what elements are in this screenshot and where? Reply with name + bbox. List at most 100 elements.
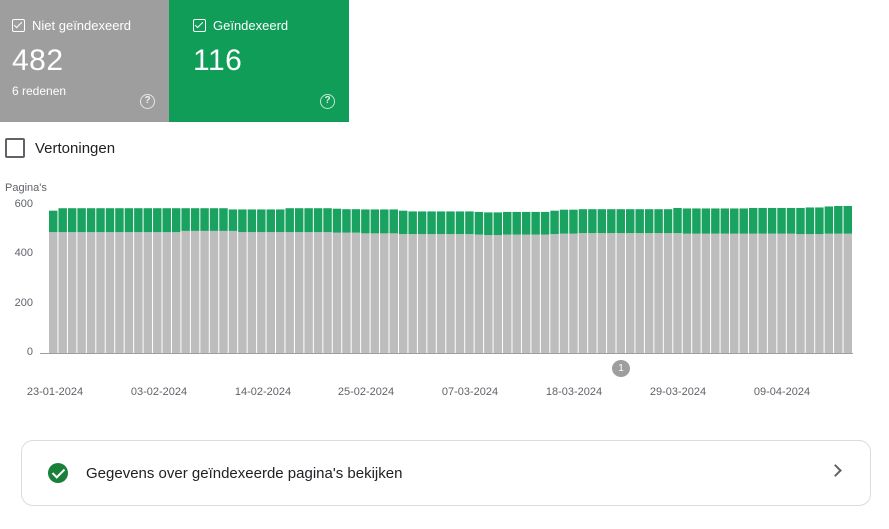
bar-not-indexed[interactable] bbox=[739, 233, 748, 353]
checkbox-unchecked-icon[interactable] bbox=[5, 138, 25, 158]
bar-indexed[interactable] bbox=[588, 209, 597, 234]
bar-indexed[interactable] bbox=[720, 208, 730, 234]
bar-not-indexed[interactable] bbox=[115, 232, 124, 353]
bar-not-indexed[interactable] bbox=[77, 232, 86, 353]
bar-indexed[interactable] bbox=[58, 208, 67, 233]
checkbox-checked-icon[interactable] bbox=[12, 18, 25, 32]
bar-indexed[interactable] bbox=[436, 211, 446, 235]
bar-not-indexed[interactable] bbox=[730, 233, 739, 353]
bar-not-indexed[interactable] bbox=[200, 230, 209, 353]
bar-not-indexed[interactable] bbox=[654, 233, 663, 353]
bar-not-indexed[interactable] bbox=[531, 234, 540, 353]
bar-indexed[interactable] bbox=[294, 208, 304, 233]
bar-not-indexed[interactable] bbox=[663, 233, 673, 353]
bar-not-indexed[interactable] bbox=[266, 232, 276, 353]
bar-indexed[interactable] bbox=[758, 207, 767, 234]
bar-not-indexed[interactable] bbox=[361, 233, 370, 353]
bar-not-indexed[interactable] bbox=[181, 230, 190, 353]
bar-not-indexed[interactable] bbox=[228, 230, 238, 353]
bar-not-indexed[interactable] bbox=[815, 234, 824, 353]
bar-indexed[interactable] bbox=[834, 205, 843, 234]
bar-not-indexed[interactable] bbox=[559, 233, 569, 353]
bar-not-indexed[interactable] bbox=[209, 230, 219, 353]
bar-not-indexed[interactable] bbox=[342, 232, 351, 353]
bar-indexed[interactable] bbox=[134, 208, 143, 233]
bar-not-indexed[interactable] bbox=[540, 234, 550, 353]
bar-not-indexed[interactable] bbox=[238, 232, 247, 353]
bar-not-indexed[interactable] bbox=[332, 232, 342, 353]
bar-indexed[interactable] bbox=[86, 208, 96, 233]
bar-not-indexed[interactable] bbox=[323, 232, 332, 353]
bar-indexed[interactable] bbox=[843, 205, 852, 234]
bar-not-indexed[interactable] bbox=[351, 232, 361, 353]
bar-not-indexed[interactable] bbox=[153, 232, 162, 353]
bar-indexed[interactable] bbox=[209, 208, 219, 231]
bar-indexed[interactable] bbox=[200, 208, 209, 231]
bar-not-indexed[interactable] bbox=[67, 232, 77, 353]
bar-indexed[interactable] bbox=[503, 211, 512, 235]
bar-indexed[interactable] bbox=[550, 210, 559, 235]
bar-not-indexed[interactable] bbox=[190, 230, 200, 353]
bar-indexed[interactable] bbox=[190, 208, 200, 231]
bar-indexed[interactable] bbox=[569, 209, 578, 234]
bar-not-indexed[interactable] bbox=[635, 233, 644, 353]
bar-not-indexed[interactable] bbox=[720, 233, 730, 353]
indexed-card[interactable]: Geïndexeerd 116 ? bbox=[169, 0, 349, 122]
bar-not-indexed[interactable] bbox=[843, 233, 852, 353]
bar-not-indexed[interactable] bbox=[96, 232, 105, 353]
bar-not-indexed[interactable] bbox=[427, 234, 436, 353]
bar-not-indexed[interactable] bbox=[105, 232, 115, 353]
bar-not-indexed[interactable] bbox=[578, 233, 588, 353]
bar-indexed[interactable] bbox=[266, 209, 276, 233]
bar-indexed[interactable] bbox=[767, 207, 777, 234]
bar-not-indexed[interactable] bbox=[398, 234, 408, 353]
bar-indexed[interactable] bbox=[446, 211, 455, 235]
bar-not-indexed[interactable] bbox=[484, 235, 493, 353]
bar-indexed[interactable] bbox=[398, 210, 408, 235]
bar-not-indexed[interactable] bbox=[417, 234, 427, 353]
bar-indexed[interactable] bbox=[105, 208, 115, 233]
bar-not-indexed[interactable] bbox=[247, 232, 257, 353]
bar-not-indexed[interactable] bbox=[777, 233, 786, 353]
bar-indexed[interactable] bbox=[143, 208, 153, 233]
bar-indexed[interactable] bbox=[531, 211, 540, 235]
bar-not-indexed[interactable] bbox=[805, 234, 815, 353]
checkbox-checked-icon[interactable] bbox=[193, 18, 206, 32]
bar-indexed[interactable] bbox=[417, 211, 427, 235]
bar-indexed[interactable] bbox=[824, 206, 834, 234]
bar-indexed[interactable] bbox=[701, 208, 711, 234]
bar-not-indexed[interactable] bbox=[550, 234, 559, 353]
bar-not-indexed[interactable] bbox=[143, 232, 153, 353]
bar-indexed[interactable] bbox=[597, 209, 607, 234]
bar-indexed[interactable] bbox=[521, 211, 531, 235]
bar-indexed[interactable] bbox=[304, 208, 313, 233]
bar-not-indexed[interactable] bbox=[625, 233, 635, 353]
bar-indexed[interactable] bbox=[276, 209, 285, 233]
bar-indexed[interactable] bbox=[673, 207, 682, 234]
bar-not-indexed[interactable] bbox=[569, 233, 578, 353]
bar-indexed[interactable] bbox=[238, 209, 247, 233]
bar-indexed[interactable] bbox=[805, 207, 815, 235]
bar-indexed[interactable] bbox=[692, 208, 701, 234]
bar-not-indexed[interactable] bbox=[219, 230, 228, 353]
bar-indexed[interactable] bbox=[607, 209, 616, 234]
bar-not-indexed[interactable] bbox=[521, 234, 531, 353]
indexed-toggle[interactable]: Geïndexeerd bbox=[193, 18, 337, 33]
bar-not-indexed[interactable] bbox=[673, 233, 682, 353]
bar-indexed[interactable] bbox=[474, 211, 484, 235]
bar-not-indexed[interactable] bbox=[380, 233, 389, 353]
bar-indexed[interactable] bbox=[380, 209, 389, 234]
bar-indexed[interactable] bbox=[153, 208, 162, 233]
bar-indexed[interactable] bbox=[408, 211, 417, 235]
bar-indexed[interactable] bbox=[181, 208, 190, 231]
bar-not-indexed[interactable] bbox=[436, 234, 446, 353]
bar-not-indexed[interactable] bbox=[134, 232, 143, 353]
bar-indexed[interactable] bbox=[540, 211, 550, 235]
bar-not-indexed[interactable] bbox=[644, 233, 654, 353]
bar-not-indexed[interactable] bbox=[834, 233, 843, 353]
bar-indexed[interactable] bbox=[162, 208, 171, 233]
not-indexed-card[interactable]: Niet geïndexeerd 482 6 redenen ? bbox=[0, 0, 169, 122]
bar-not-indexed[interactable] bbox=[748, 233, 758, 353]
bar-not-indexed[interactable] bbox=[824, 233, 834, 353]
bar-indexed[interactable] bbox=[427, 211, 436, 235]
